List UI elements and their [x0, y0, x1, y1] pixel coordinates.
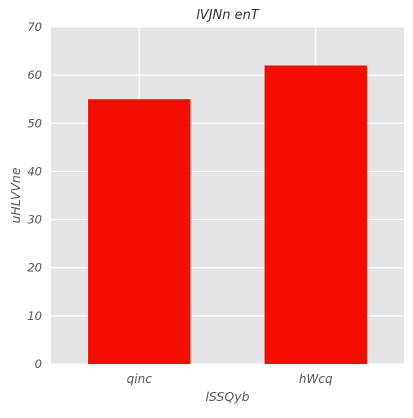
y-tick-label: 70: [27, 20, 42, 34]
y-tick-label: 40: [27, 164, 42, 178]
y-tick-label: 60: [27, 68, 42, 82]
x-tick-labels: qinc hWcq: [127, 372, 333, 386]
y-tick-label: 0: [35, 357, 42, 371]
x-tick-label: hWcq: [299, 372, 333, 386]
x-axis-label: lSSQyb: [205, 389, 249, 404]
y-axis-label: uHLVVne: [8, 167, 23, 223]
bar-hWcq: [264, 65, 367, 364]
x-tick-label: qinc: [127, 372, 153, 386]
bar-layer: [88, 65, 367, 364]
y-tick-label: 50: [27, 116, 42, 130]
y-tick-label: 20: [27, 261, 42, 275]
chart-title: lVJNn enT: [196, 8, 260, 23]
y-tick-label: 10: [27, 309, 42, 323]
y-tick-label: 30: [27, 213, 42, 227]
bar-qinc: [88, 99, 191, 364]
y-tick-labels: 0 10 20 30 40 50 60 70: [27, 20, 42, 371]
